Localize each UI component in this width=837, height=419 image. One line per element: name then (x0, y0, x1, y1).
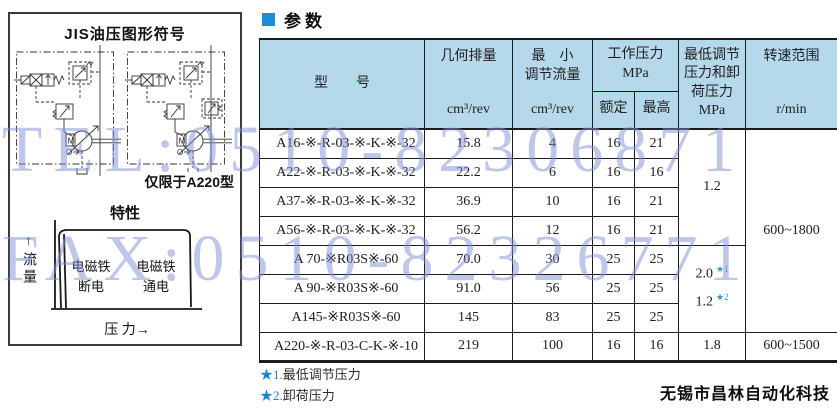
col-header-speed-range: 转速范围 r/min (745, 38, 837, 130)
pump-outlet-label: O (177, 148, 183, 157)
displacement-cell: 219 (424, 331, 513, 362)
section-title: 参数 (284, 12, 326, 31)
min-flow-cell: 56 (512, 273, 593, 304)
parameters-table: 型 号 几何排量 cm³/rev 最 小 调节流量 cm³/rev 工作压 (259, 38, 837, 363)
pump-motor-label: M (68, 136, 75, 146)
blue-square-bullet-icon (262, 13, 275, 26)
min-flow-cell: 12 (512, 215, 593, 246)
displacement-cell: 36.9 (424, 186, 513, 217)
rated-pressure-cell: 16 (592, 331, 635, 362)
footnote-ref-icon: ★1 (715, 264, 729, 275)
company-name: 无锡市昌林自动化科技 (659, 386, 830, 403)
col-header-displacement: 几何排量 cm³/rev (424, 38, 513, 130)
a220-only-note: 仅限于A220型 (142, 172, 236, 192)
model-cell: A 90-※R03S※-60 (259, 273, 425, 304)
displacement-cell: 91.0 (424, 273, 513, 304)
displacement-cell: 145 (424, 302, 513, 333)
model-cell: A37-※-R-03-※-K-※-32 (259, 186, 425, 217)
displacement-cell: 15.8 (424, 128, 513, 159)
table-row: A22-※-R-03-※-K-※-32 22.2 6 16 16 (259, 157, 837, 188)
table-row: A145-※R03S※-60 145 83 25 25 (259, 302, 837, 333)
min-flow-cell: 30 (512, 244, 593, 275)
curve-label-solenoid-off: 电磁铁断电 (71, 259, 111, 295)
model-cell: A 70-※R03S※-60 (259, 244, 425, 275)
max-pressure-cell: 16 (634, 157, 679, 188)
footnote-2: ★2.卸荷压力 (260, 388, 335, 403)
model-cell: A22-※-R-03-※-K-※-32 (259, 157, 425, 188)
footnote-ref-icon: ★2 (715, 291, 729, 302)
y-axis-label-flow: ↑流量 (21, 234, 36, 286)
pump-motor-label: M (179, 136, 186, 146)
speed-range-cell: 600~1500 (745, 331, 837, 362)
rated-pressure-cell: 16 (592, 215, 635, 246)
star-icon: ★2. (260, 388, 283, 403)
rated-pressure-cell: 25 (592, 302, 635, 333)
displacement-cell: 56.2 (424, 215, 513, 246)
col-header-rated: 额定 (592, 90, 635, 130)
speed-range-cell-merged: 600~1800 (745, 128, 837, 333)
model-cell: A220-※-R-03-C-K-※-10 (259, 331, 425, 362)
table-row: A37-※-R-03-※-K-※-32 36.9 10 16 21 (259, 186, 837, 217)
max-pressure-cell: 16 (634, 331, 679, 362)
min-flow-cell: 83 (512, 302, 593, 333)
characteristics-title: 特性 (109, 205, 140, 222)
x-axis-label-pressure: 压 力→ (104, 323, 150, 338)
col-header-model: 型 号 (259, 38, 425, 130)
flow-pressure-curve-chart (51, 220, 202, 310)
col-header-working-pressure: 工作压力 MPa (592, 38, 679, 92)
min-flow-cell: 4 (512, 128, 593, 159)
table-row: A16-※-R-03-※-K-※-32 15.8 4 16 21 1.2 600… (259, 128, 837, 333)
model-cell: A56-※-R-03-※-K-※-32 (259, 215, 425, 246)
min-unload-pressure-cell: 1.8 (678, 331, 746, 362)
rated-pressure-cell: 25 (592, 244, 635, 275)
pump-outlet-label: O (66, 148, 72, 157)
panel-title: JIS油压图形符号 (64, 26, 186, 43)
min-unload-pressure-cell-merged: 2.0 ★1 1.2 ★2 (678, 244, 746, 333)
section-header: 参数 (262, 7, 326, 32)
displacement-cell: 70.0 (424, 244, 513, 275)
col-header-min-flow: 最 小 调节流量 cm³/rev (512, 38, 593, 130)
max-pressure-cell: 21 (634, 186, 679, 217)
displacement-cell: 22.2 (424, 157, 513, 188)
rated-pressure-cell: 25 (592, 273, 635, 304)
model-cell: A145-※R03S※-60 (259, 302, 425, 333)
hydraulic-circuit-diagram-2: M O (124, 44, 233, 177)
max-pressure-cell: 21 (634, 128, 679, 159)
curve-label-solenoid-on: 电磁铁通电 (136, 259, 176, 295)
model-cell: A16-※-R-03-※-K-※-32 (259, 128, 425, 159)
col-header-max: 最高 (634, 90, 679, 130)
hydraulic-circuit-diagram-1: M O (14, 44, 122, 177)
rated-pressure-cell: 16 (592, 157, 635, 188)
unload-valve-icon (201, 98, 223, 128)
min-flow-cell: 10 (512, 186, 593, 217)
rated-pressure-cell: 16 (592, 128, 635, 159)
symbol-panel: JIS油压图形符号 (8, 12, 242, 346)
col-header-min-unload-pressure: 最低调节压力和卸荷压力 MPa (678, 38, 746, 130)
footnote-1: ★1.最低调节压力 (260, 367, 361, 382)
max-pressure-cell: 25 (634, 302, 679, 333)
star-icon: ★1. (260, 367, 283, 382)
rated-pressure-cell: 16 (592, 186, 635, 217)
max-pressure-cell: 21 (634, 215, 679, 246)
min-flow-cell: 6 (512, 157, 593, 188)
min-unload-pressure-cell-merged: 1.2 (678, 128, 746, 246)
table-row: A220-※-R-03-C-K-※-10 219 100 16 16 1.8 6… (259, 331, 837, 362)
min-flow-cell: 100 (512, 331, 593, 362)
max-pressure-cell: 25 (634, 244, 679, 275)
max-pressure-cell: 25 (634, 273, 679, 304)
